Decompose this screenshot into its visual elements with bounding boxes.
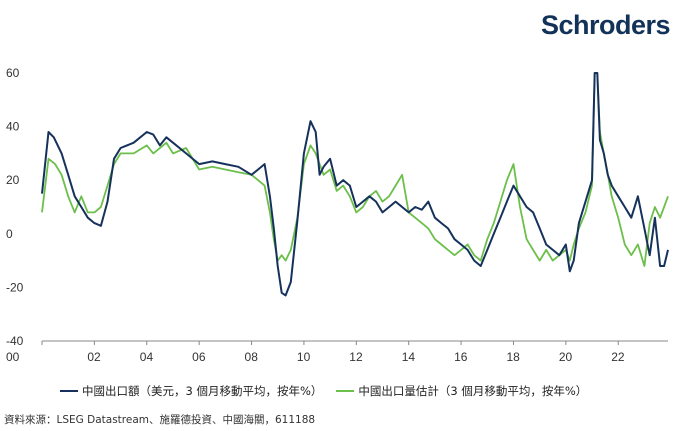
x-tick-label: 22 bbox=[611, 350, 625, 364]
y-tick-label: -40 bbox=[6, 334, 24, 348]
x-tick-label: 20 bbox=[559, 350, 573, 364]
plot-area bbox=[41, 72, 669, 297]
series-line-export-value bbox=[41, 72, 669, 297]
line-chart: 60 40 20 0 -20 -40 00 02 04 06 08 10 12 14 16 18 20 22 bbox=[6, 66, 669, 364]
y-tick-label: 0 bbox=[6, 227, 13, 241]
legend: 中國出口額（美元，3 個月移動平均，按年%） 中國出口量估計（3 個月移動平均，… bbox=[60, 383, 601, 399]
legend-item-export-volume: 中國出口量估計（3 個月移動平均，按年%） bbox=[336, 383, 587, 399]
x-tick-label: 16 bbox=[454, 350, 468, 364]
legend-swatch-export-value bbox=[60, 389, 78, 393]
source-note: 資料來源：LSEG Datastream、施羅德投資、中國海關，611188 bbox=[4, 414, 316, 426]
legend-label-export-volume: 中國出口量估計（3 個月移動平均，按年%） bbox=[358, 384, 588, 398]
legend-item-export-value: 中國出口額（美元，3 個月移動平均，按年%） bbox=[60, 383, 322, 399]
x-tick-label: 18 bbox=[506, 350, 520, 364]
x-tick-label: 06 bbox=[192, 350, 206, 364]
legend-label-export-value: 中國出口額（美元，3 個月移動平均，按年%） bbox=[82, 384, 323, 398]
x-axis-ticks: 00 02 04 06 08 10 12 14 16 18 20 22 bbox=[6, 341, 625, 364]
x-tick-label: 02 bbox=[87, 350, 101, 364]
x-tick-label: 00 bbox=[6, 350, 20, 364]
y-tick-label: -20 bbox=[6, 280, 24, 294]
x-tick-label: 14 bbox=[402, 350, 416, 364]
y-tick-label: 60 bbox=[6, 66, 20, 80]
x-tick-label: 12 bbox=[349, 350, 363, 364]
y-tick-label: 20 bbox=[6, 173, 20, 187]
series-line-export-volume bbox=[41, 72, 669, 267]
y-tick-label: 40 bbox=[6, 120, 20, 134]
x-tick-label: 10 bbox=[297, 350, 311, 364]
x-tick-label: 08 bbox=[245, 350, 259, 364]
legend-swatch-export-volume bbox=[336, 389, 355, 393]
schroders-logo: Schroders bbox=[540, 10, 671, 40]
x-tick-label: 04 bbox=[140, 350, 154, 364]
y-axis-ticks: 60 40 20 0 -20 -40 bbox=[6, 66, 24, 348]
